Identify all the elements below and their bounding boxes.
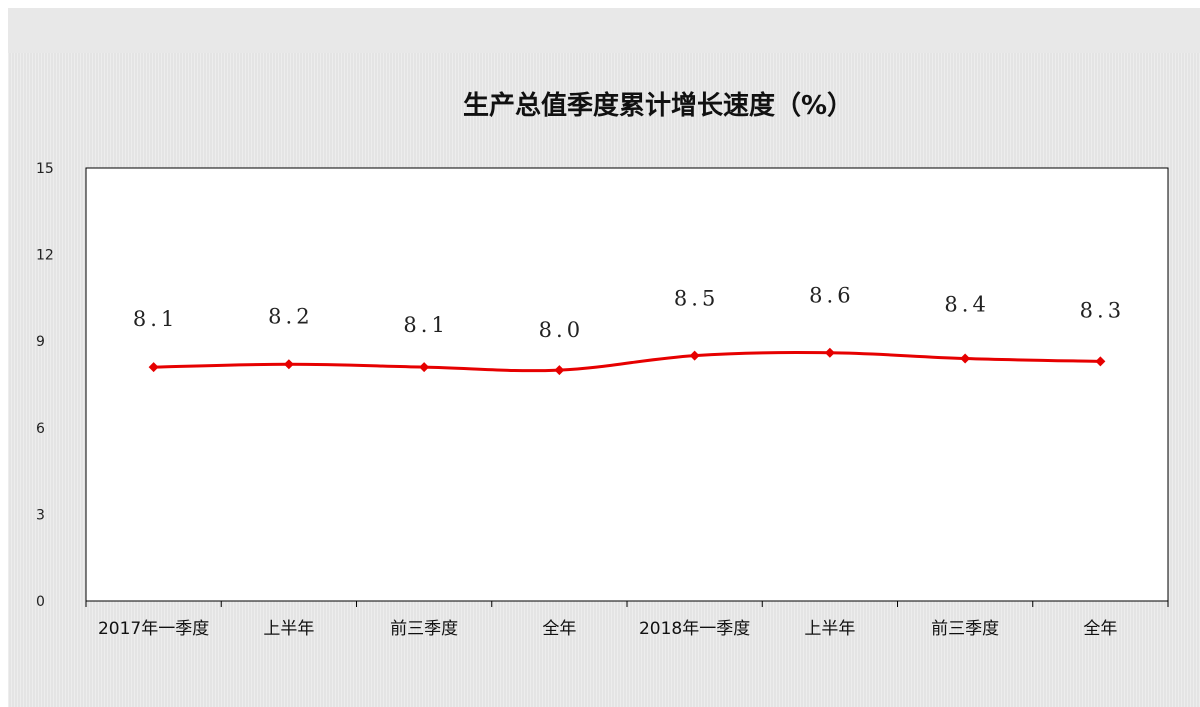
x-tick-label: 全年	[542, 619, 576, 639]
plot-area	[85, 167, 1169, 602]
y-tick-label: 6	[36, 421, 45, 437]
data-label: 8.2	[268, 304, 313, 328]
data-label: 8.0	[539, 318, 584, 342]
y-axis: 0 3 6 9 12 15	[36, 161, 54, 610]
data-label: 8.6	[809, 284, 854, 308]
data-label: 8.1	[133, 307, 178, 331]
y-tick-label: 3	[36, 507, 45, 523]
data-labels: 8.1 8.2 8.1 8.0 8.5 8.6 8.4 8.3	[133, 284, 1125, 342]
x-tick-label: 2017年一季度	[98, 619, 209, 639]
data-label: 8.5	[674, 287, 719, 311]
data-label: 8.4	[944, 293, 989, 317]
x-axis: 2017年一季度 上半年 前三季度 全年 2018年一季度 上半年 前三季度 全年	[85, 601, 1169, 639]
chart-title: 生产总值季度累计增长速度（%）	[463, 90, 853, 121]
x-tick-label: 上半年	[804, 619, 855, 639]
data-point-marker	[1095, 356, 1106, 367]
x-tick-label: 2018年一季度	[639, 619, 750, 639]
data-label: 8.1	[403, 313, 448, 337]
y-tick-label: 9	[36, 334, 45, 350]
data-point-marker	[283, 359, 294, 370]
data-point-marker	[689, 350, 700, 361]
data-point-marker	[148, 362, 159, 373]
data-point-marker	[419, 362, 430, 373]
data-point-marker	[960, 353, 971, 364]
x-tick-label: 前三季度	[390, 619, 458, 639]
y-tick-label: 15	[36, 161, 54, 177]
data-point-marker	[824, 347, 835, 358]
chart-card: 生产总值季度累计增长速度（%） 0 3 6 9 12 15 2017年一季度 上半年 前三季度…	[8, 8, 1200, 707]
x-tick-label: 前三季度	[931, 619, 999, 639]
y-tick-label: 0	[36, 594, 45, 610]
data-point-marker	[554, 365, 565, 376]
line-chart: 生产总值季度累计增长速度（%） 0 3 6 9 12 15 2017年一季度 上半年 前三季度…	[36, 90, 1169, 639]
data-label: 8.3	[1080, 298, 1125, 322]
x-tick-label: 上半年	[263, 619, 314, 639]
y-tick-label: 12	[36, 248, 54, 264]
x-tick-label: 全年	[1083, 619, 1117, 639]
series-growth-rate	[148, 347, 1106, 376]
series-line	[152, 351, 1102, 373]
